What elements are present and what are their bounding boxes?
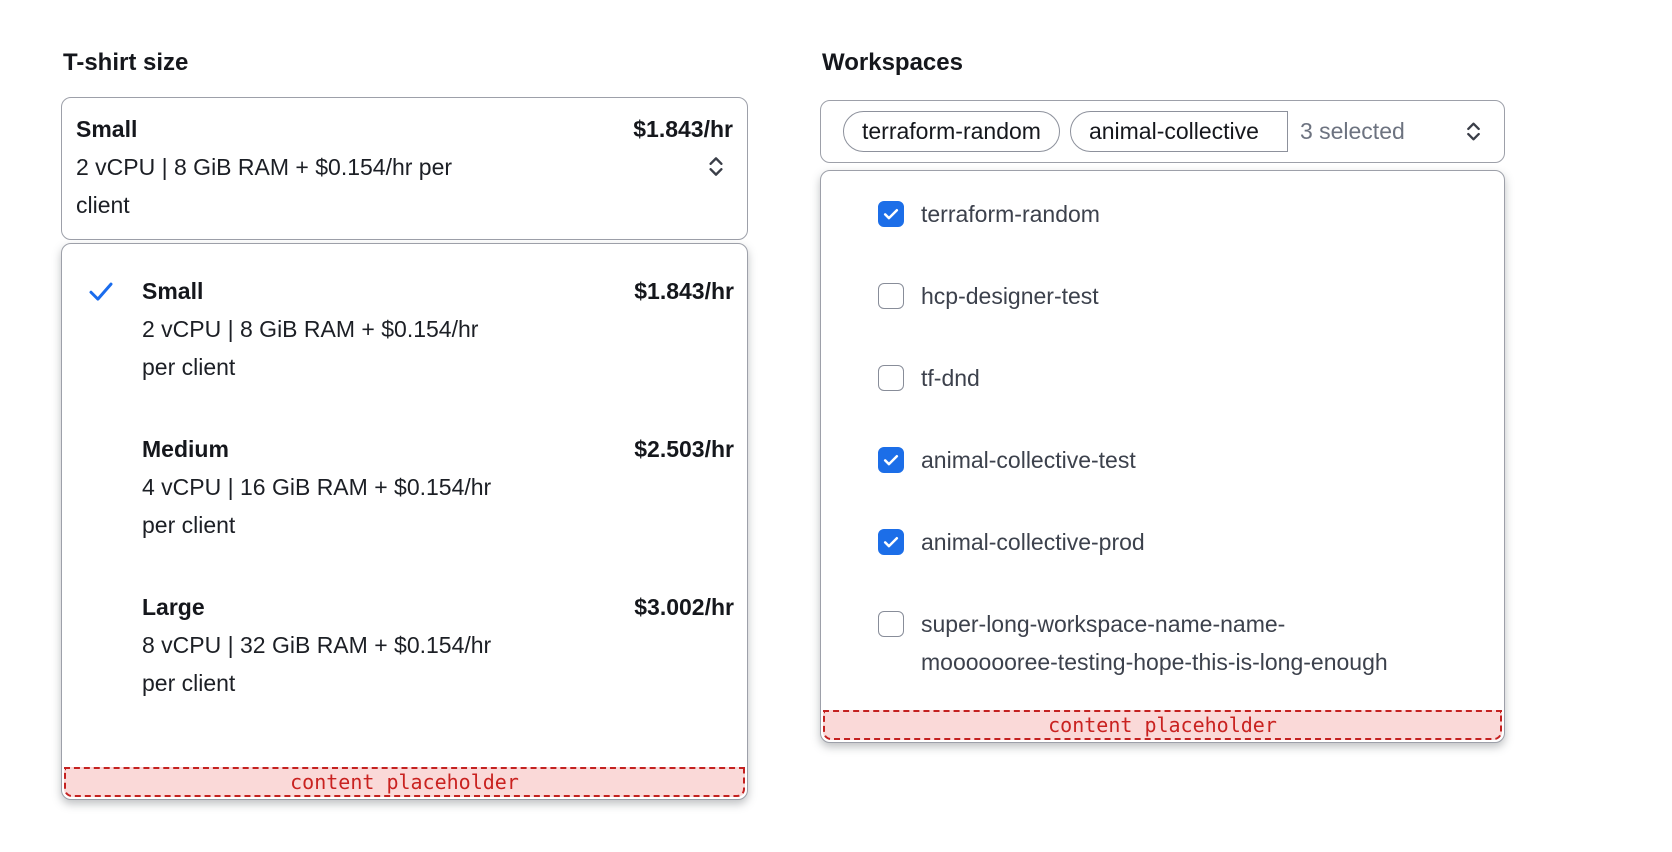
checkbox[interactable] [878,283,904,309]
workspace-option-label: hcp-designer-test [921,283,1099,309]
option-description: 2 vCPU | 8 GiB RAM + $0.154/hr per clien… [142,316,479,380]
selected-option-name: Small [76,116,138,142]
option-name: Large [142,594,205,620]
workspace-option-hcp-designer-test[interactable]: hcp-designer-test [878,277,1484,315]
option-small[interactable]: Small 2 vCPU | 8 GiB RAM + $0.154/hr per… [86,272,734,386]
workspace-option-label: terraform-random [921,201,1100,227]
caret-sort-icon [1461,119,1486,144]
check-icon [86,430,142,544]
option-large[interactable]: Large 8 vCPU | 32 GiB RAM + $0.154/hr pe… [86,588,734,702]
workspace-option-label: super-long-workspace-name-name- moooooor… [921,611,1388,675]
content-placeholder: content placeholder [64,767,745,797]
option-medium[interactable]: Medium 4 vCPU | 16 GiB RAM + $0.154/hr p… [86,430,734,544]
option-price: $1.843/hr [634,278,734,304]
workspace-option-tf-dnd[interactable]: tf-dnd [878,359,1484,397]
check-icon [86,272,142,386]
tag-terraform-random[interactable]: terraform-random [843,111,1060,152]
workspace-option-label: animal-collective-test [921,447,1136,473]
checkbox[interactable] [878,611,904,637]
option-price: $2.503/hr [634,436,734,462]
option-price: $3.002/hr [634,594,734,620]
tag-animal-collective[interactable]: animal-collective [1069,111,1288,152]
workspaces-label: Workspaces [822,49,963,76]
workspaces-multiselect[interactable]: terraform-random animal-collective 3 sel… [820,100,1505,163]
content-placeholder: content placeholder [823,710,1502,740]
checkbox[interactable] [878,201,904,227]
option-name: Medium [142,436,229,462]
check-icon [86,588,142,702]
workspace-option-animal-collective-prod[interactable]: animal-collective-prod [878,523,1484,561]
checkbox[interactable] [878,529,904,555]
workspace-option-terraform-random[interactable]: terraform-random [878,195,1484,233]
option-name: Small [142,278,204,304]
option-description: 4 vCPU | 16 GiB RAM + $0.154/hr per clie… [142,474,492,538]
workspace-option-super-long-name[interactable]: super-long-workspace-name-name- moooooor… [878,605,1484,681]
caret-sort-icon [703,153,729,184]
tshirt-size-listbox: Small 2 vCPU | 8 GiB RAM + $0.154/hr per… [61,243,748,800]
tshirt-size-select[interactable]: Small $1.843/hr 2 vCPU | 8 GiB RAM + $0.… [61,97,748,240]
workspace-option-label: animal-collective-prod [921,529,1145,555]
selected-option-row: Small $1.843/hr [76,110,733,148]
selected-option-price: $1.843/hr [633,116,733,142]
selected-count-text: 3 selected [1299,118,1405,144]
workspace-option-label: tf-dnd [921,365,980,391]
workspace-option-animal-collective-test[interactable]: animal-collective-test [878,441,1484,479]
option-description: 8 vCPU | 32 GiB RAM + $0.154/hr per clie… [142,632,492,696]
workspaces-listbox: terraform-random hcp-designer-test tf-dn… [820,170,1505,743]
tshirt-size-label: T-shirt size [63,49,189,76]
checkbox[interactable] [878,447,904,473]
checkbox[interactable] [878,365,904,391]
selected-option-description: 2 vCPU | 8 GiB RAM + $0.154/hr per clien… [76,154,453,218]
